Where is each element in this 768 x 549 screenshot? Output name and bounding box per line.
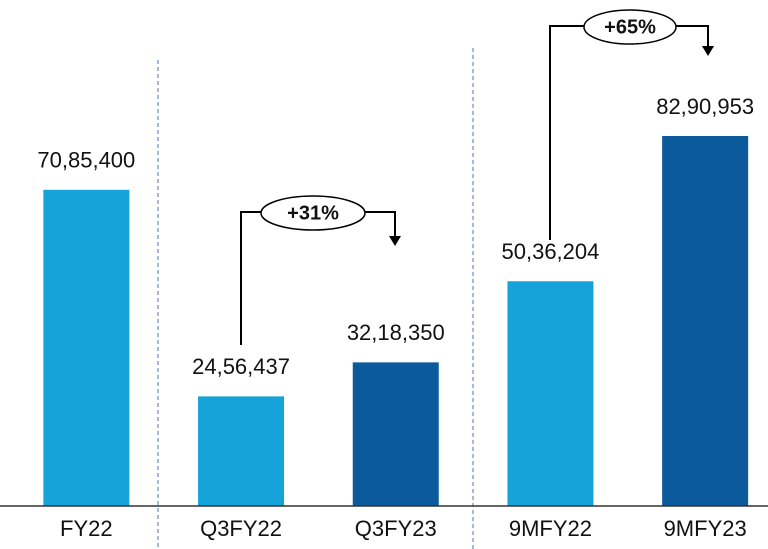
annotation: +65% (604, 16, 656, 38)
annotation: +31% (287, 202, 339, 224)
growth-bracket (240, 25, 709, 345)
value-label: 70,85,400 (37, 148, 135, 173)
bar (43, 189, 130, 506)
bar (352, 362, 439, 506)
bar (662, 136, 749, 506)
value-label: 50,36,204 (502, 239, 600, 264)
value-label: 82,90,953 (656, 94, 754, 119)
value-label: 32,18,350 (347, 320, 445, 345)
arrow-head (702, 46, 714, 56)
annotation-bubble (583, 9, 677, 45)
x-tick-label: Q3FY23 (355, 516, 437, 541)
value-label: 24,56,437 (192, 354, 290, 379)
x-tick-label: FY22 (60, 516, 113, 541)
bar (507, 281, 594, 506)
annotation-bubble (260, 195, 366, 231)
bar (198, 396, 285, 506)
x-tick-label: Q3FY22 (200, 516, 282, 541)
arrow-head (389, 236, 401, 246)
x-tick-label: 9MFY23 (664, 516, 747, 541)
x-tick-label: 9MFY22 (509, 516, 592, 541)
